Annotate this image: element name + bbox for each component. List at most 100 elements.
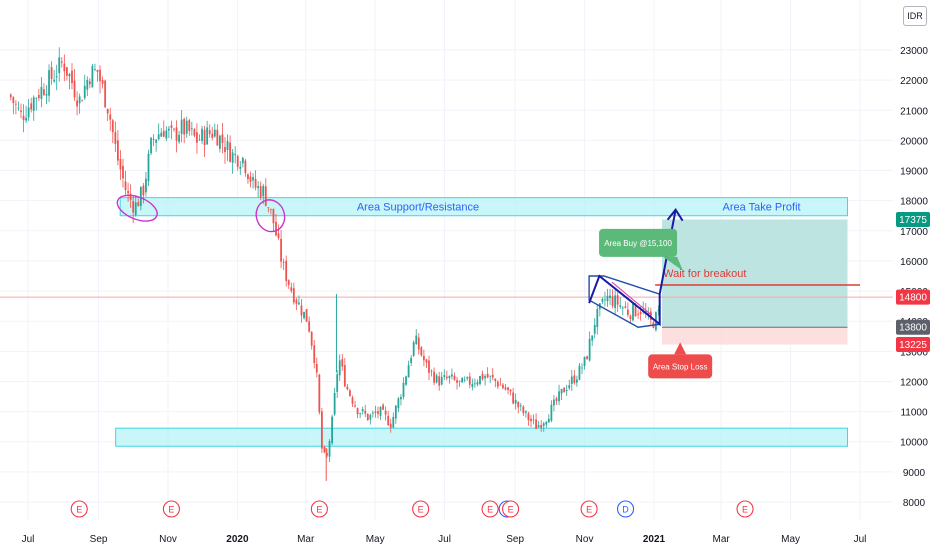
candle-body bbox=[338, 360, 341, 376]
arrow-head bbox=[666, 207, 684, 222]
candle-body bbox=[369, 414, 372, 420]
candle-body bbox=[208, 130, 211, 135]
candle-body bbox=[479, 376, 481, 384]
candle-body bbox=[224, 147, 226, 153]
x-tick-label: Sep bbox=[90, 534, 108, 545]
projection-arrow bbox=[588, 209, 677, 327]
candle-body bbox=[264, 186, 267, 206]
candle-body bbox=[550, 404, 553, 421]
candle-body bbox=[637, 314, 639, 315]
candle-body bbox=[609, 295, 611, 299]
candle-body bbox=[558, 391, 560, 402]
candle-body bbox=[27, 107, 30, 118]
candle-body bbox=[145, 178, 147, 193]
price-marker-label: 13225 bbox=[899, 340, 927, 351]
candle-body bbox=[30, 103, 33, 110]
candle-body bbox=[657, 309, 660, 312]
candle-body bbox=[63, 63, 66, 72]
candle-body bbox=[428, 360, 430, 373]
candle-body bbox=[285, 260, 288, 281]
candle-body bbox=[410, 357, 413, 363]
x-tick-label: May bbox=[366, 534, 385, 545]
candle-body bbox=[443, 375, 446, 377]
candle-body bbox=[535, 419, 537, 430]
candle-body bbox=[489, 375, 492, 377]
x-tick-label: Nov bbox=[576, 534, 594, 545]
candle-body bbox=[124, 181, 127, 191]
y-tick-label: 13000 bbox=[900, 347, 928, 358]
candle-body bbox=[234, 154, 237, 156]
candle-body bbox=[71, 70, 73, 84]
buy-callout-box bbox=[599, 228, 678, 257]
currency-badge[interactable]: IDR bbox=[903, 6, 927, 26]
price-marker-label: 17375 bbox=[899, 215, 927, 226]
candle-body bbox=[180, 119, 183, 134]
candle-body bbox=[101, 80, 104, 84]
breakout-label: Wait for breakout bbox=[663, 268, 746, 280]
candle-body bbox=[382, 404, 384, 410]
price-marker bbox=[896, 337, 930, 353]
candle-body bbox=[290, 287, 293, 291]
candle-body bbox=[323, 447, 326, 453]
candle-body bbox=[68, 74, 71, 77]
event-glyph: E bbox=[508, 505, 514, 515]
candle-body bbox=[512, 392, 515, 404]
candle-body bbox=[570, 376, 573, 384]
event-marker bbox=[502, 500, 520, 518]
event-marker bbox=[580, 500, 598, 518]
candle-body bbox=[201, 128, 203, 141]
candle-body bbox=[361, 409, 364, 412]
candle-body bbox=[346, 386, 349, 390]
candle-body bbox=[318, 374, 321, 413]
candle-body bbox=[257, 186, 260, 189]
candle-body bbox=[626, 309, 629, 315]
candle-body bbox=[453, 375, 456, 380]
candle-body bbox=[463, 379, 466, 381]
candle-body bbox=[632, 303, 634, 321]
candle-body bbox=[568, 385, 571, 389]
lower-support-zone bbox=[115, 427, 848, 447]
event-marker bbox=[70, 500, 88, 518]
candle-body bbox=[165, 130, 168, 139]
candle-body bbox=[405, 376, 407, 385]
y-tick-label: 10000 bbox=[900, 438, 928, 449]
candle-body bbox=[448, 375, 451, 379]
candle-body bbox=[269, 208, 272, 210]
event-marker bbox=[412, 500, 430, 518]
candle-body bbox=[231, 152, 234, 163]
candle-body bbox=[188, 120, 191, 132]
highlight-ellipse bbox=[255, 199, 286, 233]
candle-body bbox=[349, 390, 351, 396]
candle-body bbox=[397, 398, 400, 409]
candle-body bbox=[76, 100, 78, 107]
candle-body bbox=[229, 142, 231, 162]
candle-body bbox=[91, 66, 94, 88]
candle-body bbox=[45, 94, 48, 96]
candle-body bbox=[185, 120, 188, 134]
candle-body bbox=[139, 186, 142, 207]
candle-body bbox=[277, 233, 280, 239]
event-glyph: E bbox=[742, 505, 748, 515]
candle-body bbox=[292, 288, 295, 303]
candle-body bbox=[634, 305, 637, 317]
candle-body bbox=[55, 76, 58, 78]
candle-body bbox=[415, 335, 418, 345]
candle-body bbox=[606, 295, 609, 302]
candle-body bbox=[122, 165, 124, 179]
candle-body bbox=[364, 410, 367, 414]
candle-body bbox=[326, 453, 328, 456]
candle-body bbox=[129, 193, 132, 201]
candle-body bbox=[438, 376, 441, 386]
candle-body bbox=[379, 406, 382, 416]
stop-loss-area bbox=[661, 327, 848, 345]
candle-body bbox=[40, 86, 43, 99]
candle-body bbox=[494, 378, 497, 381]
candle-body bbox=[430, 370, 433, 372]
candle-body bbox=[624, 306, 627, 308]
candle-body bbox=[198, 139, 201, 141]
candle-body bbox=[190, 128, 193, 130]
candle-body bbox=[114, 132, 117, 144]
